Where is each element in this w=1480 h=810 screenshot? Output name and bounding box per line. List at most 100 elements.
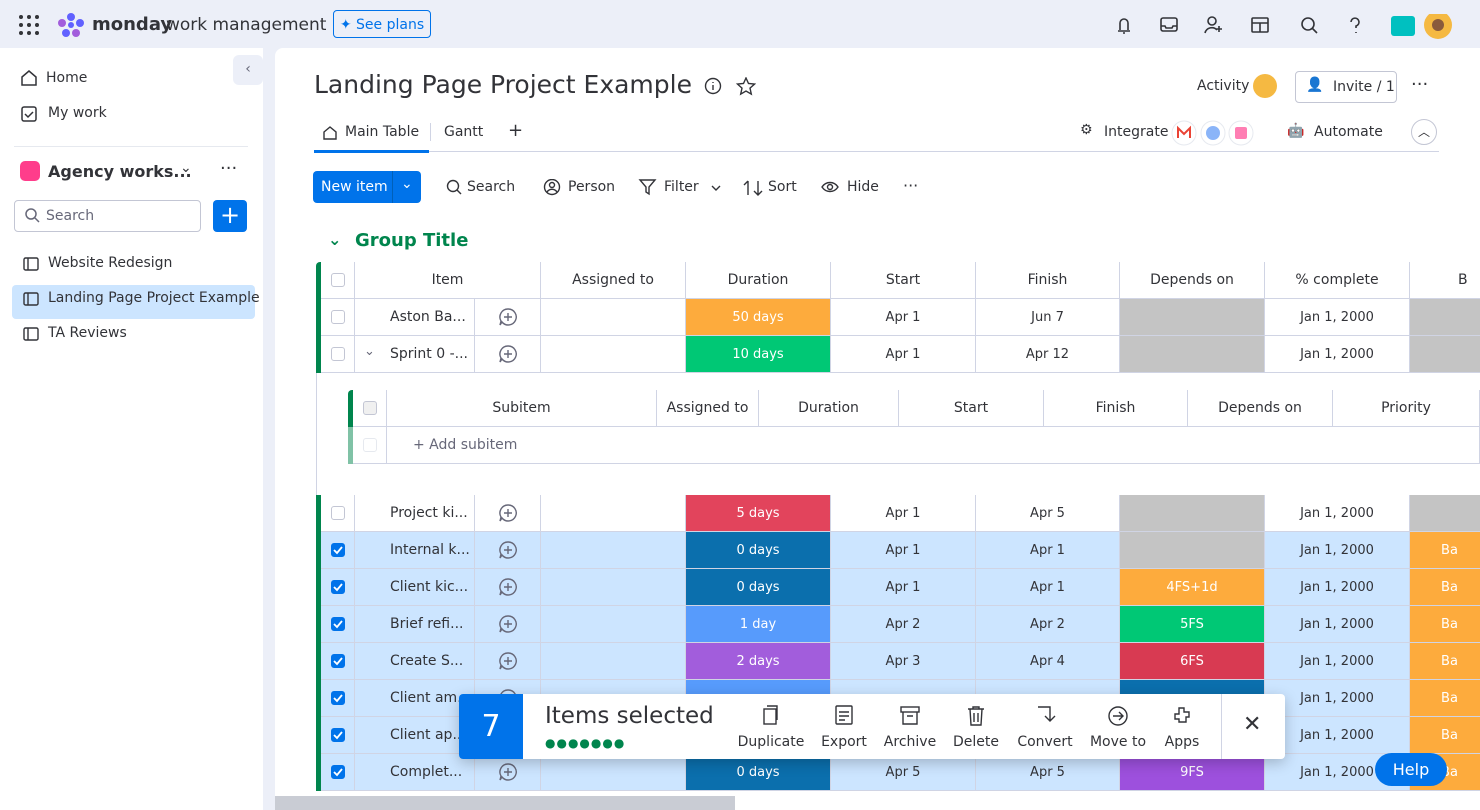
- group-collapse[interactable]: ⌄: [328, 230, 342, 249]
- action-label[interactable]: Convert: [1017, 734, 1073, 750]
- item-name: Client ap...: [355, 717, 475, 754]
- item-updates[interactable]: [475, 643, 541, 680]
- item-updates[interactable]: [475, 336, 541, 373]
- row-checkbox[interactable]: [331, 543, 345, 557]
- row-bar: [316, 336, 321, 373]
- board-link[interactable]: TA Reviews: [48, 325, 127, 341]
- action-label[interactable]: Apps: [1164, 734, 1200, 750]
- row-check-cell: [321, 754, 355, 791]
- last-cell: [1410, 336, 1480, 373]
- row-checkbox[interactable]: [331, 617, 345, 631]
- subitem-add-checkbox: [363, 438, 377, 452]
- complete-cell: Jan 1, 2000: [1265, 717, 1410, 754]
- action-label[interactable]: Archive: [883, 734, 937, 750]
- column-header: Start: [831, 262, 976, 299]
- toolbar-hide[interactable]: Hide: [847, 179, 879, 195]
- collapse-sidebar[interactable]: ‹: [233, 55, 263, 85]
- add-button[interactable]: +: [213, 200, 247, 232]
- finish-cell: Apr 2: [976, 606, 1120, 643]
- toolbar-search[interactable]: Search: [467, 179, 516, 195]
- item-name: Client kic...: [355, 569, 475, 606]
- item-name: Aston Ba...: [355, 299, 475, 336]
- row-checkbox[interactable]: [331, 728, 345, 742]
- item-updates[interactable]: [475, 495, 541, 532]
- invite-button[interactable]: [1295, 71, 1397, 103]
- action-icon: [759, 704, 783, 732]
- nav-home[interactable]: Home: [46, 70, 88, 86]
- start-cell: Apr 3: [831, 643, 976, 680]
- row-checkbox[interactable]: [331, 506, 345, 520]
- help-button[interactable]: Help: [1375, 753, 1447, 786]
- toolbar-sort[interactable]: Sort: [768, 179, 797, 195]
- item-updates[interactable]: [475, 299, 541, 336]
- expand-toggle[interactable]: ⌄: [364, 344, 375, 359]
- subitem-column-header: Assigned to: [657, 390, 759, 427]
- action-label[interactable]: Delete: [953, 734, 999, 750]
- toolbar-person[interactable]: Person: [568, 179, 616, 195]
- row-checkbox[interactable]: [331, 691, 345, 705]
- subitem-header-checkbox[interactable]: [363, 401, 377, 415]
- group-title[interactable]: Group Title: [355, 230, 469, 251]
- collapse-header[interactable]: ︿: [1411, 119, 1437, 145]
- title-icons[interactable]: [704, 77, 756, 97]
- action-label[interactable]: Move to: [1089, 734, 1147, 750]
- item-updates[interactable]: [475, 569, 541, 606]
- item-name: Project ki...: [355, 495, 475, 532]
- item-updates[interactable]: [475, 754, 541, 791]
- board-link[interactable]: Landing Page Project Example: [48, 290, 260, 306]
- new-item-button[interactable]: [313, 171, 421, 203]
- item-name: Client am...: [355, 680, 475, 717]
- depends-cell: [1120, 336, 1265, 373]
- board-link[interactable]: Website Redesign: [48, 255, 173, 271]
- last-cell: Ba: [1410, 532, 1480, 569]
- row-checkbox[interactable]: [331, 347, 345, 361]
- automate[interactable]: Automate: [1314, 124, 1383, 140]
- row-checkbox[interactable]: [331, 310, 345, 324]
- header-checkbox[interactable]: [331, 273, 345, 287]
- activity[interactable]: Activity: [1197, 78, 1250, 94]
- start-cell: Apr 1: [831, 299, 976, 336]
- integrate[interactable]: Integrate: [1104, 124, 1169, 140]
- selection-bar: 7 Items selected ●●●●●●● Duplicate Export…: [459, 694, 1285, 759]
- subitem-column-header: Duration: [759, 390, 899, 427]
- complete-cell: Jan 1, 2000: [1265, 569, 1410, 606]
- toolbar-more[interactable]: ···: [903, 176, 919, 195]
- last-cell: [1410, 299, 1480, 336]
- complete-cell: Jan 1, 2000: [1265, 680, 1410, 717]
- new-item-split: [392, 171, 393, 203]
- toolbar-icons: [446, 179, 839, 196]
- toolbar-filter[interactable]: Filter: [664, 179, 699, 195]
- column-header: Depends on: [1120, 262, 1265, 299]
- selection-close[interactable]: ✕: [1243, 712, 1262, 737]
- workspace-name[interactable]: Agency works...: [48, 162, 192, 181]
- row-bar: [316, 532, 321, 569]
- workspace-menu[interactable]: ···: [220, 158, 238, 179]
- board-menu[interactable]: ···: [1411, 74, 1429, 95]
- add-subitem[interactable]: + Add subitem: [387, 427, 1480, 464]
- finish-cell: Jun 7: [976, 299, 1120, 336]
- workspace-dropdown[interactable]: ⌄: [180, 160, 192, 176]
- start-cell: Apr 1: [831, 569, 976, 606]
- duration-cell: 0 days: [686, 754, 831, 791]
- action-label[interactable]: Export: [821, 734, 867, 750]
- action-label[interactable]: Duplicate: [737, 734, 805, 750]
- see-plans[interactable]: ✦ See plans: [333, 10, 431, 38]
- item-updates[interactable]: [475, 606, 541, 643]
- sidebar-search[interactable]: [14, 200, 201, 232]
- tab-gantt[interactable]: Gantt: [444, 124, 484, 140]
- complete-cell: Jan 1, 2000: [1265, 299, 1410, 336]
- brand: monday: [92, 14, 173, 35]
- new-item-dropdown[interactable]: ⌄: [401, 176, 413, 192]
- add-view[interactable]: +: [508, 120, 524, 141]
- row-checkbox[interactable]: [331, 654, 345, 668]
- row-checkbox[interactable]: [331, 765, 345, 779]
- apps-grid[interactable]: [18, 14, 40, 36]
- nav-my-work[interactable]: My work: [48, 105, 107, 121]
- duration-cell: 2 days: [686, 643, 831, 680]
- tab-main-table[interactable]: Main Table: [345, 124, 420, 140]
- row-checkbox[interactable]: [331, 580, 345, 594]
- item-updates[interactable]: [475, 532, 541, 569]
- complete-cell: Jan 1, 2000: [1265, 606, 1410, 643]
- subitem-column-header: Priority: [1333, 390, 1480, 427]
